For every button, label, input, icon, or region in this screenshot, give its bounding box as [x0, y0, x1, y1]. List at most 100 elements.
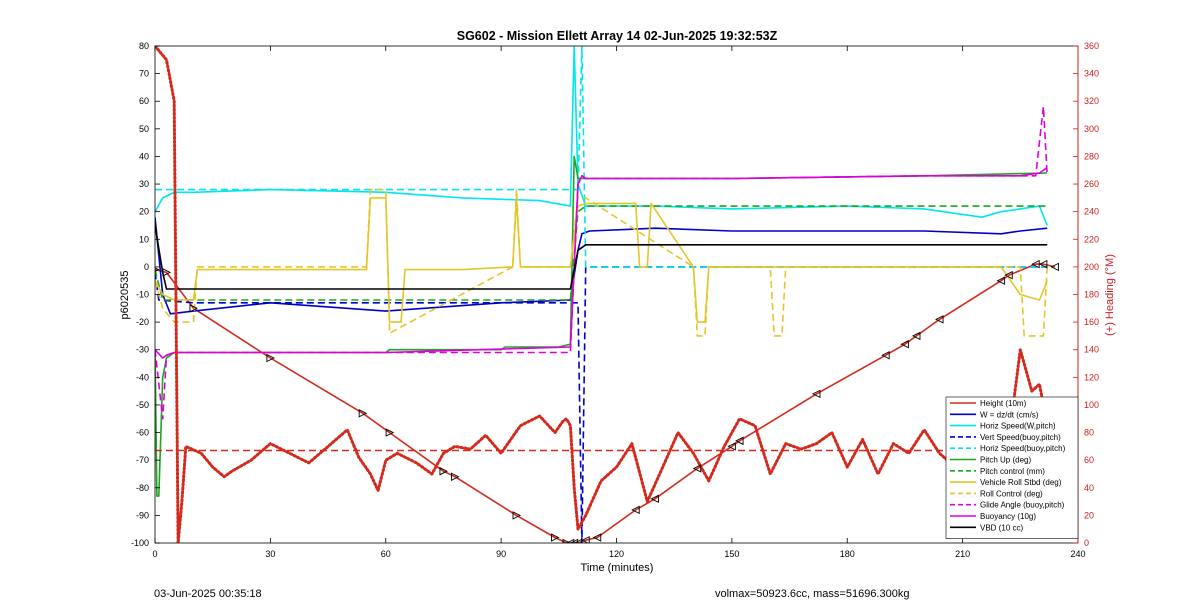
series-line	[155, 205, 1048, 301]
y-tick-label: -70	[136, 455, 149, 465]
height-marker	[900, 339, 909, 349]
y2-tick-label: 60	[1084, 455, 1094, 465]
height-marker	[727, 442, 736, 451]
height-marker	[385, 428, 395, 437]
height-marker	[551, 533, 560, 542]
height-marker	[811, 389, 821, 399]
x-tick-label: 30	[265, 549, 275, 559]
y2-tick-label: 220	[1084, 234, 1099, 244]
y-tick-label: 60	[139, 96, 149, 106]
y-tick-label: 30	[139, 179, 149, 189]
y2-tick-label: 340	[1084, 69, 1099, 79]
height-marker	[189, 304, 198, 313]
height-marker	[569, 538, 579, 543]
y2-tick-label: 280	[1084, 151, 1099, 161]
legend-label: Buoyancy (10g)	[980, 512, 1036, 521]
height-marker	[512, 511, 522, 520]
height-marker	[692, 464, 702, 473]
x-axis-label: Time (minutes)	[581, 562, 654, 574]
y-tick-label: -100	[131, 538, 149, 548]
x-tick-label: 90	[496, 549, 506, 559]
height-marker	[1050, 262, 1059, 272]
legend-label: Roll Control (deg)	[980, 489, 1043, 498]
legend-label: Vert Speed(buoy,pitch)	[980, 433, 1061, 442]
height-marker	[911, 331, 921, 341]
height-marker	[266, 353, 275, 363]
legend-label: VBD (10 cc)	[980, 523, 1023, 532]
height-marker	[358, 408, 368, 418]
height-marker	[592, 533, 602, 542]
y-tick-label: -30	[136, 345, 149, 355]
y-tick-label: -50	[136, 400, 149, 410]
legend-label: Pitch control (mm)	[980, 467, 1045, 476]
series-line	[155, 46, 1048, 226]
y2-tick-label: 300	[1084, 124, 1099, 134]
y-tick-label: 80	[139, 41, 149, 51]
chart-title: SG602 - Mission Ellett Array 14 02-Jun-2…	[457, 29, 778, 43]
y2-tick-label: 160	[1084, 317, 1099, 327]
height-marker	[562, 538, 572, 543]
y2-tick-label: 180	[1084, 290, 1099, 300]
y-tick-label: 10	[139, 234, 149, 244]
height-marker	[162, 268, 172, 277]
legend-label: Pitch Up (deg)	[980, 456, 1031, 465]
y2-tick-label: 80	[1084, 428, 1094, 438]
y-tick-label: 40	[139, 151, 149, 161]
y2-tick-label: 140	[1084, 345, 1099, 355]
y2-tick-label: 320	[1084, 96, 1099, 106]
series-line	[155, 166, 1048, 359]
x-tick-label: 150	[724, 549, 739, 559]
plot-area	[155, 46, 1078, 543]
y2-tick-label: 20	[1084, 510, 1094, 520]
y2-tick-label: 120	[1084, 372, 1099, 382]
height-marker	[1038, 259, 1048, 269]
y-tick-label: 20	[139, 207, 149, 217]
legend-label: W = dz/dt (cm/s)	[980, 410, 1039, 419]
y2-tick-label: 240	[1084, 207, 1099, 217]
height-marker	[1004, 270, 1013, 280]
y2-tick-label: 100	[1084, 400, 1099, 410]
height-marker	[735, 436, 744, 446]
y-tick-label: -60	[136, 428, 149, 438]
y2-tick-label: 0	[1084, 538, 1089, 548]
legend-label: Glide Angle (buoy,pitch)	[980, 501, 1065, 510]
x-tick-label: 240	[1070, 549, 1085, 559]
y-tick-label: -40	[136, 372, 149, 382]
legend-label: Horiz Speed(buoy,pitch)	[980, 444, 1066, 453]
height-marker	[439, 466, 448, 476]
height-marker	[581, 536, 590, 543]
height-marker	[631, 505, 640, 515]
height-marker	[935, 315, 944, 324]
height-marker	[573, 538, 582, 543]
x-tick-label: 60	[381, 549, 391, 559]
y2-tick-label: 40	[1084, 483, 1094, 493]
y-tick-label: 50	[139, 124, 149, 134]
legend-box	[945, 396, 1079, 539]
y-tick-label: -20	[136, 317, 149, 327]
height-marker	[451, 472, 460, 481]
y2-tick-label: 200	[1084, 262, 1099, 272]
height-marker	[996, 276, 1006, 285]
y-tick-label: 0	[144, 262, 149, 272]
x-tick-label: 120	[609, 549, 624, 559]
legend-label: Horiz Speed(W,pitch)	[980, 422, 1056, 431]
y-tick-label: -10	[136, 290, 149, 300]
y2-tick-label: 260	[1084, 179, 1099, 189]
y-tick-label: -90	[136, 510, 149, 520]
y-tick-label: 70	[139, 69, 149, 79]
y-tick-label: -80	[136, 483, 149, 493]
legend-label: Height (10m)	[980, 399, 1027, 408]
y2-tick-label: 360	[1084, 41, 1099, 51]
x-tick-label: 180	[840, 549, 855, 559]
y2-axis-label: (+) Heading (°M)	[1104, 254, 1116, 336]
y-axis-label: p6020535	[119, 271, 131, 320]
series-line	[155, 263, 1056, 543]
height-marker	[881, 351, 890, 360]
height-marker	[650, 494, 659, 504]
footer-datetime: 03-Jun-2025 00:35:18	[154, 588, 262, 600]
height-marker	[565, 538, 575, 543]
x-tick-label: 210	[955, 549, 970, 559]
x-tick-label: 0	[152, 549, 157, 559]
legend-label: Vehicle Roll Stbd (deg)	[980, 478, 1062, 487]
